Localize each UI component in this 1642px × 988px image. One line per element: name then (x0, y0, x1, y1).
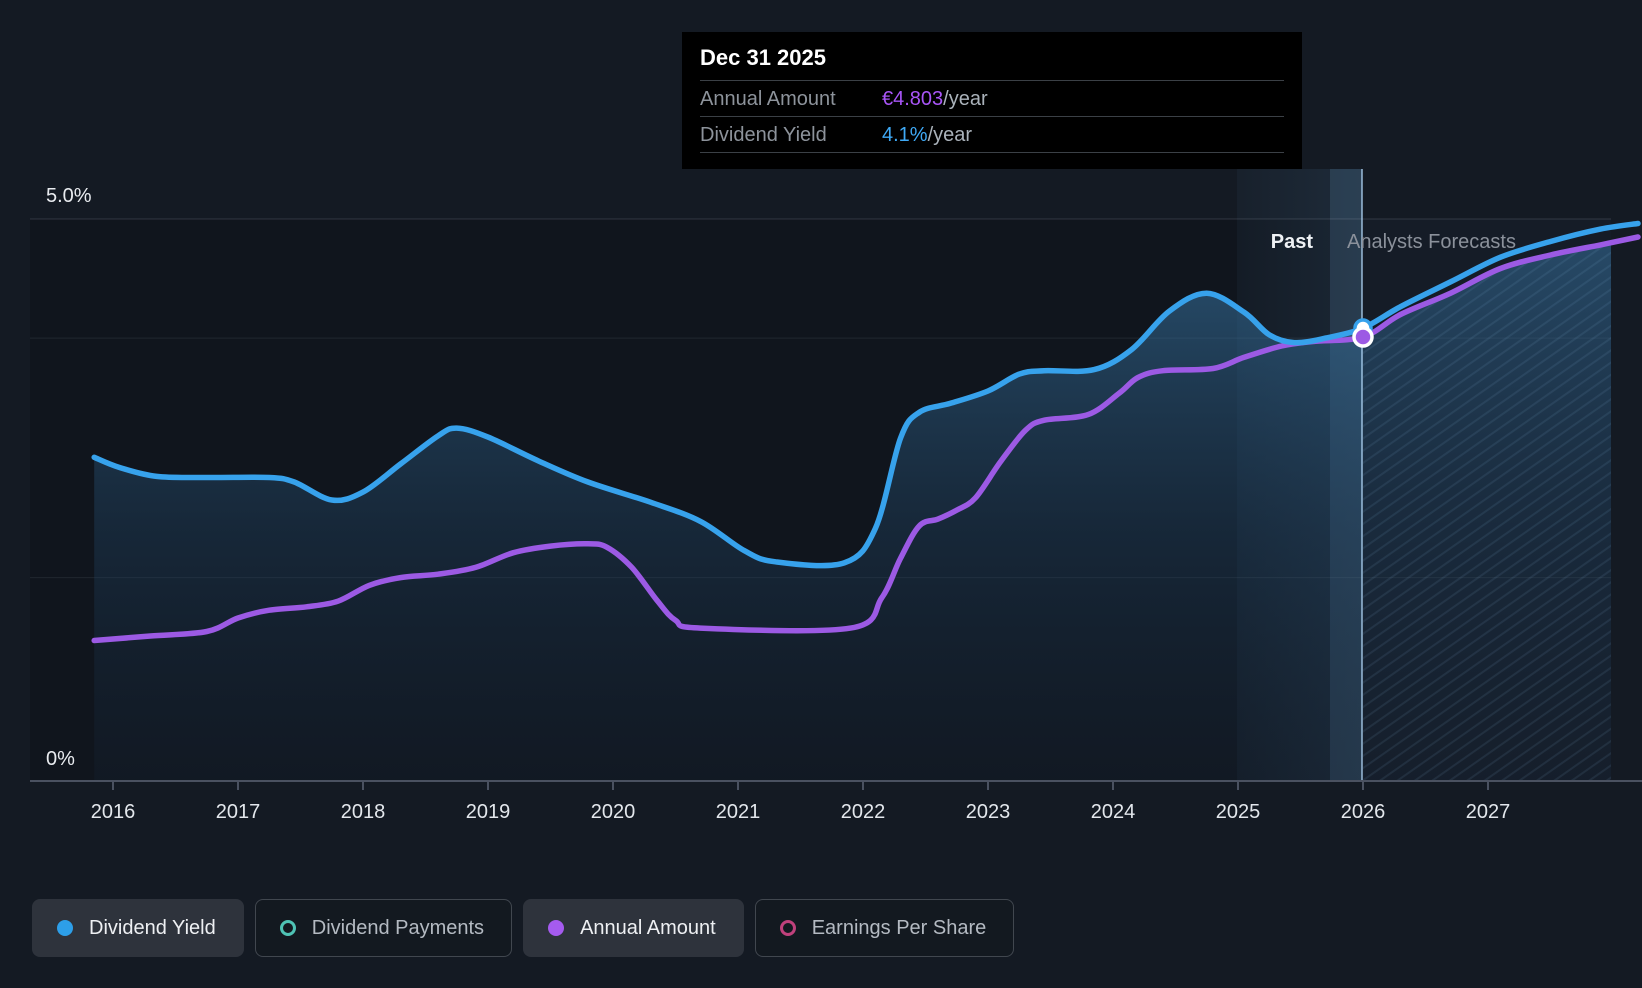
x-tick-label: 2025 (1216, 801, 1261, 823)
legend-label: Dividend Yield (89, 916, 216, 939)
tooltip-annual-amount-value: €4.803 (882, 88, 944, 110)
tooltip-label: Dividend Yield (700, 124, 827, 146)
x-tick-label: 2027 (1466, 801, 1511, 823)
dividend-yield-line (91, 220, 1641, 569)
tooltip-date: Dec 31 2025 (700, 32, 1284, 81)
legend-label: Earnings Per Share (811, 916, 987, 939)
tooltip-value-wrap: €4.803/year (882, 81, 988, 116)
x-tick-label: 2026 (1341, 801, 1386, 823)
legend-swatch-icon (279, 920, 296, 936)
x-tick-label: 2024 (1091, 801, 1136, 823)
legend-swatch-icon (57, 920, 73, 936)
annual-amount-marker (1352, 326, 1374, 348)
chart-tooltip: Dec 31 2025 Annual Amount €4.803/year Di… (682, 32, 1302, 169)
tooltip-row-annual-amount: Annual Amount €4.803/year (700, 81, 1284, 117)
chart-legend: Dividend Yield Dividend Payments Annual Am… (32, 899, 1015, 957)
x-axis-labels: 2016 2017 2018 2019 2020 2021 2022 2023 2024 2025… (91, 801, 1511, 823)
forecast-stripes (1363, 237, 1611, 781)
past-region-label: Past (1271, 231, 1314, 253)
legend-button-dividend-yield[interactable]: Dividend Yield (32, 899, 244, 957)
tooltip-label: Annual Amount (700, 88, 836, 110)
past-area-fill (94, 293, 1364, 781)
x-tick-label: 2017 (216, 801, 261, 823)
x-tick-label: 2020 (591, 801, 636, 823)
forecast-region-label: Analysts Forecasts (1347, 231, 1516, 253)
legend-button-earnings-per-share[interactable]: Earnings Per Share (754, 899, 1015, 957)
x-tick-label: 2016 (91, 801, 136, 823)
x-tick-label: 2022 (841, 801, 886, 823)
x-tick-label: 2021 (716, 801, 761, 823)
legend-swatch-icon (779, 920, 796, 936)
legend-label: Annual Amount (580, 916, 716, 939)
tooltip-suffix: /year (943, 88, 988, 110)
y-axis-top-label: 5.0% (46, 185, 92, 207)
legend-label: Dividend Payments (311, 916, 485, 939)
tooltip-dividend-yield-value: 4.1% (882, 124, 928, 146)
tooltip-row-dividend-yield: Dividend Yield 4.1%/year (700, 117, 1284, 153)
tooltip-value-wrap: 4.1%/year (882, 117, 972, 152)
legend-button-dividend-payments[interactable]: Dividend Payments (254, 899, 513, 957)
dividend-chart: 2016 2017 2018 2019 2020 2021 2022 2023 2024 2025… (30, 169, 1642, 823)
x-tick-label: 2019 (466, 801, 511, 823)
x-tick-label: 2018 (341, 801, 386, 823)
y-axis-bottom-label: 0% (46, 748, 75, 770)
x-tick-label: 2023 (966, 801, 1011, 823)
tooltip-suffix: /year (927, 124, 973, 146)
legend-button-annual-amount[interactable]: Annual Amount (523, 899, 744, 957)
legend-swatch-icon (548, 920, 565, 936)
x-axis-ticks (112, 782, 1489, 790)
